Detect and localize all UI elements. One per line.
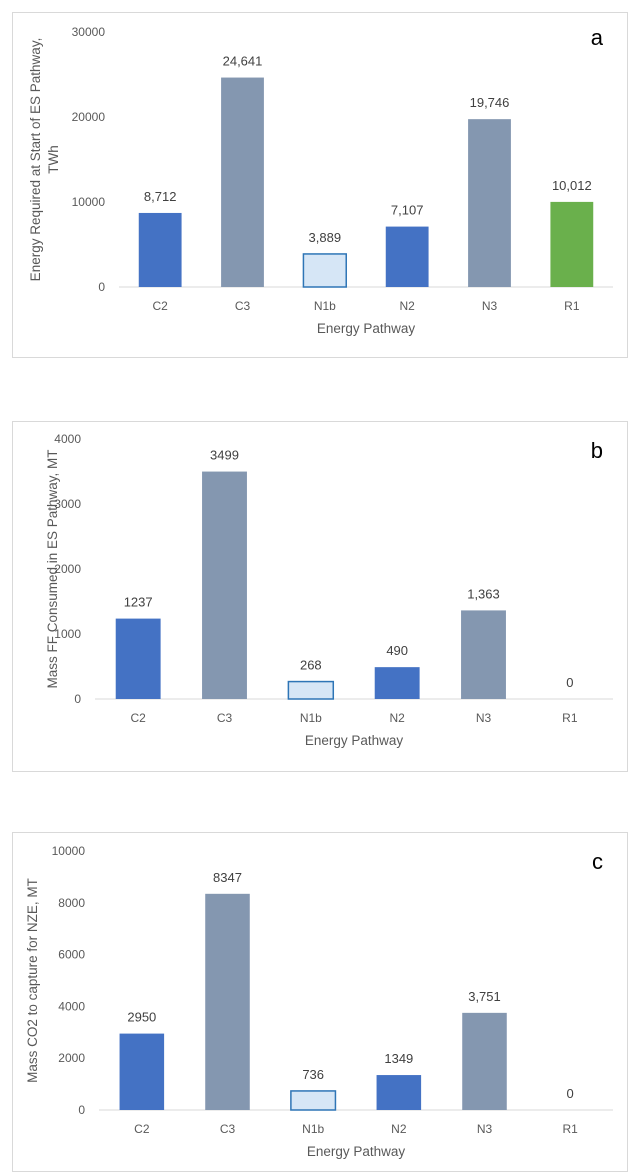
chart-b-y-tick-label: 3000 xyxy=(54,497,81,511)
chart-a-data-label-R1: 10,012 xyxy=(552,178,592,193)
chart-c-y-axis-title-line: Mass CO2 to capture for NZE, MT xyxy=(25,878,40,1083)
chart-a-data-label-N3: 19,746 xyxy=(470,95,510,110)
chart-c-data-label-N2: 1349 xyxy=(384,1051,413,1066)
chart-b-data-label-C2: 1237 xyxy=(124,595,153,610)
chart-panel-b: 0 1000 2000 3000 4000 1237 C2 3499 C3 268 N1b 490 N2… xyxy=(12,421,628,772)
chart-a-bar-N3 xyxy=(468,119,511,287)
chart-c-category-label-N1b: N1b xyxy=(302,1122,324,1136)
chart-a-y-axis-title: Energy Required at Start of ES Pathway, T… xyxy=(28,38,61,282)
chart-panel-c: 0 2000 4000 6000 8000 10000 2950 C2 8347 C3 736 N1b… xyxy=(12,832,628,1172)
chart-c-category-label-C2: C2 xyxy=(134,1122,150,1136)
chart-a-category-label-N2: N2 xyxy=(399,299,415,313)
chart-b-panel-letter: b xyxy=(591,438,603,463)
chart-c-bar-N1b xyxy=(290,1090,337,1111)
chart-c-y-tick-label: 4000 xyxy=(58,999,85,1013)
chart-c-y-axis-title: Mass CO2 to capture for NZE, MT xyxy=(25,878,40,1083)
chart-c-category-label-R1: R1 xyxy=(562,1122,578,1136)
chart-c-y-tick-label: 10000 xyxy=(52,844,86,858)
chart-c-category-label-N2: N2 xyxy=(391,1122,407,1136)
chart-b-bar-N1b xyxy=(287,680,335,700)
chart-a-x-axis-title: Energy Pathway xyxy=(317,321,416,336)
chart-b-category-label-C2: C2 xyxy=(130,711,146,725)
chart-c-data-label-N3: 3,751 xyxy=(468,989,501,1004)
chart-b-y-tick-label: 4000 xyxy=(54,432,81,446)
chart-c-category-label-C3: C3 xyxy=(220,1122,236,1136)
chart-a-bar-C2 xyxy=(138,212,182,287)
chart-a-y-axis-title-line: Energy Required at Start of ES Pathway, xyxy=(28,38,43,282)
chart-c-data-label-C2: 2950 xyxy=(127,1010,156,1025)
chart-a-category-label-N1b: N1b xyxy=(314,299,336,313)
chart-b-bar-N2 xyxy=(374,667,420,699)
chart-a-bar-C3 xyxy=(221,77,264,287)
chart-c-svg: 0 2000 4000 6000 8000 10000 2950 C2 8347 C3 736 N1b… xyxy=(25,844,613,1159)
chart-a-bar-N2 xyxy=(385,226,429,287)
chart-b-y-tick-label: 2000 xyxy=(54,562,81,576)
chart-b-bar-C3 xyxy=(202,471,247,699)
chart-b-y-axis-title-line: Mass FF Consumed in ES Pathway, MT xyxy=(45,449,60,688)
chart-a-data-label-C3: 24,641 xyxy=(223,54,263,69)
chart-a-category-label-C3: C3 xyxy=(235,299,251,313)
chart-a-bar-N1b xyxy=(302,253,347,288)
chart-a-y-tick-label: 0 xyxy=(98,280,105,294)
chart-panel-a: 0 10000 20000 30000 8,712 C2 24,641 C3 3,889 N1b 7… xyxy=(12,12,628,358)
chart-b-bar-C2 xyxy=(115,618,161,699)
chart-b-svg: 0 1000 2000 3000 4000 1237 C2 3499 C3 268 N1b 490 N2… xyxy=(45,432,613,748)
chart-a-data-label-N1b: 3,889 xyxy=(309,230,342,245)
chart-b-bar-N3 xyxy=(461,610,506,699)
chart-b-category-label-N1b: N1b xyxy=(300,711,322,725)
chart-b-y-tick-label: 0 xyxy=(74,692,81,706)
chart-b-x-axis-title: Energy Pathway xyxy=(305,733,404,748)
chart-b-data-label-N3: 1,363 xyxy=(467,586,500,601)
chart-c-data-label-R1: 0 xyxy=(567,1086,574,1101)
chart-a-y-tick-label: 30000 xyxy=(72,25,106,39)
chart-c-bar-N2 xyxy=(376,1075,422,1110)
chart-c-y-tick-label: 6000 xyxy=(58,948,85,962)
chart-a-category-label-R1: R1 xyxy=(564,299,580,313)
chart-c-x-axis-title: Energy Pathway xyxy=(307,1144,406,1159)
chart-c-bar-N3 xyxy=(462,1012,507,1110)
chart-a-data-label-C2: 8,712 xyxy=(144,189,177,204)
chart-b-y-tick-label: 1000 xyxy=(54,627,81,641)
chart-a-category-label-N3: N3 xyxy=(482,299,498,313)
chart-c-category-label-N3: N3 xyxy=(477,1122,493,1136)
chart-b-y-axis-title: Mass FF Consumed in ES Pathway, MT xyxy=(45,449,60,688)
chart-c-y-tick-label: 0 xyxy=(78,1103,85,1117)
chart-a-y-axis-title-line: TWh xyxy=(46,145,61,174)
chart-c-data-label-N1b: 736 xyxy=(302,1067,324,1082)
chart-b-category-label-N2: N2 xyxy=(389,711,405,725)
chart-b-data-label-R1: 0 xyxy=(566,675,573,690)
chart-b-category-label-R1: R1 xyxy=(562,711,578,725)
chart-b-category-label-C3: C3 xyxy=(217,711,233,725)
chart-c-bar-C2 xyxy=(119,1033,165,1110)
chart-c-y-tick-label: 8000 xyxy=(58,896,85,910)
chart-a-svg: 0 10000 20000 30000 8,712 C2 24,641 C3 3,889 N1b 7… xyxy=(28,25,613,336)
chart-a-y-tick-label: 10000 xyxy=(72,195,106,209)
chart-c-data-label-C3: 8347 xyxy=(213,870,242,885)
chart-c-y-tick-label: 2000 xyxy=(58,1051,85,1065)
chart-a-y-tick-label: 20000 xyxy=(72,110,106,124)
chart-a-data-label-N2: 7,107 xyxy=(391,203,424,218)
chart-b-data-label-N1b: 268 xyxy=(300,658,322,673)
chart-a-bar-R1 xyxy=(550,201,594,287)
chart-b-data-label-C3: 3499 xyxy=(210,448,239,463)
chart-b-data-label-N2: 490 xyxy=(386,643,408,658)
chart-a-category-label-C2: C2 xyxy=(152,299,168,313)
chart-c-panel-letter: c xyxy=(592,849,603,874)
chart-c-bar-C3 xyxy=(205,893,250,1110)
chart-b-category-label-N3: N3 xyxy=(476,711,492,725)
chart-a-panel-letter: a xyxy=(591,25,604,50)
